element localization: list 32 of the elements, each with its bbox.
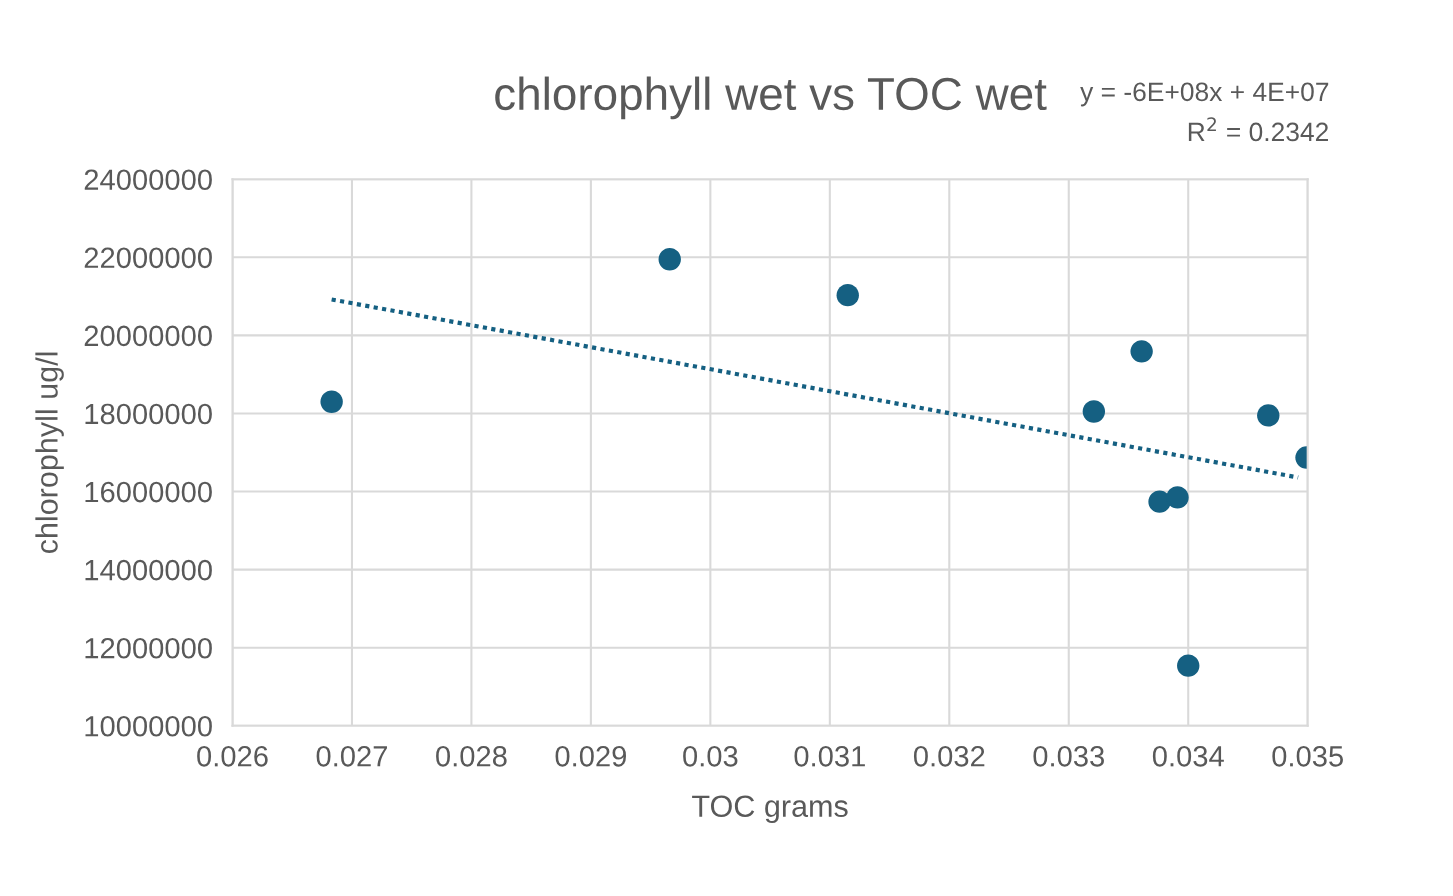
point <box>320 390 343 413</box>
point <box>1177 654 1200 677</box>
x-tick-label: 0.026 <box>197 745 268 767</box>
point <box>1130 340 1153 363</box>
y-tick-label: 20000000 <box>84 325 212 347</box>
x-tick-label: 0.027 <box>316 745 387 767</box>
point <box>658 248 681 271</box>
y-tick-label: 14000000 <box>85 559 212 581</box>
x-tick-label: 0.034 <box>1152 745 1224 767</box>
y-tick-label: 12000000 <box>85 637 212 659</box>
y-tick-label: 22000000 <box>84 247 212 269</box>
point <box>1257 404 1280 427</box>
y-axis-title: chlorophyll ug/l <box>35 352 64 554</box>
point <box>836 283 859 307</box>
text: R$^{2}$ = 0.2342 <box>1188 117 1328 142</box>
point <box>1148 490 1171 513</box>
y-tick-label: 24000000 <box>84 169 212 191</box>
x-tick-label: 0.029 <box>555 745 626 767</box>
x-tick-label: 0.035 <box>1272 745 1343 767</box>
y-tick-label: 18000000 <box>85 403 212 425</box>
point <box>1166 486 1189 509</box>
x-tick-label: 0.032 <box>913 745 985 767</box>
chart-title: chlorophyll wet vs TOC wet <box>495 76 1047 120</box>
y-tick-label: 16000000 <box>85 481 212 503</box>
point <box>1082 400 1106 423</box>
y-tick-label: 10000000 <box>85 715 212 737</box>
text: y = -6E+08x + 4E+07 <box>1080 82 1329 107</box>
x-axis-title: TOC grams <box>692 795 848 824</box>
x-tick-label: 0.028 <box>436 745 507 767</box>
x-tick-label: 0.031 <box>794 745 865 767</box>
x-tick-label: 0.03 <box>683 745 738 767</box>
x-tick-label: 0.033 <box>1033 745 1104 767</box>
